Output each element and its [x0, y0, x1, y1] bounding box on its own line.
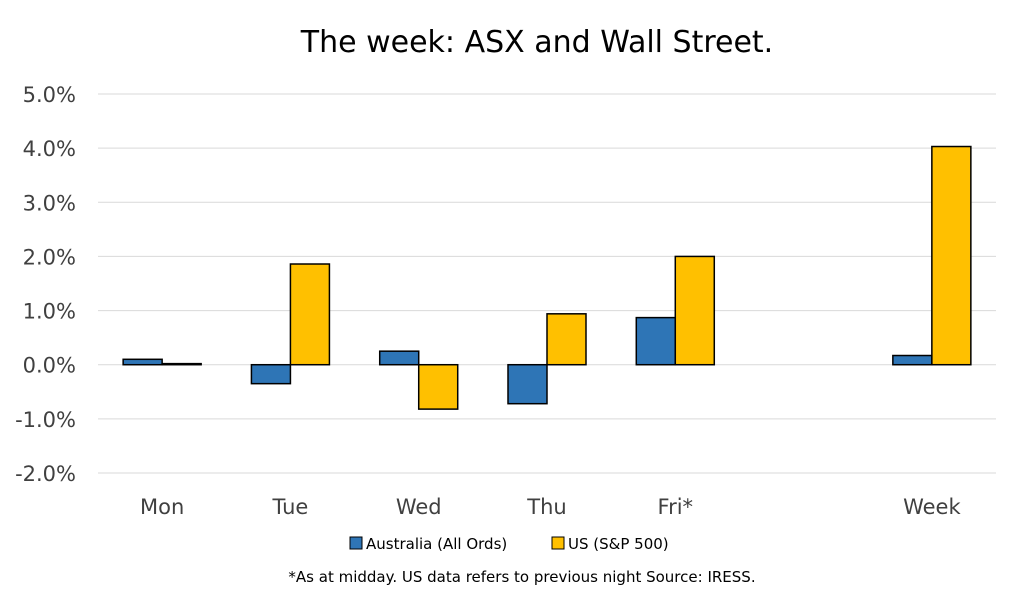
bar-australia-tue — [250, 363, 292, 385]
bar-us-mon — [161, 362, 202, 366]
y-tick-label: 5.0% — [23, 83, 76, 107]
x-category-label: Fri* — [658, 495, 694, 519]
y-tick-label: 1.0% — [23, 300, 76, 324]
bar-us-wed — [417, 363, 459, 410]
y-tick-label: 4.0% — [23, 137, 76, 161]
bar-us-week — [931, 145, 972, 366]
legend-label-australia: Australia (All Ords) — [366, 535, 507, 553]
bar-australia-thu — [507, 363, 548, 405]
gridlines — [98, 93, 996, 474]
x-category-label: Week — [903, 495, 961, 519]
y-tick-label: -2.0% — [15, 462, 76, 486]
y-tick-label: 3.0% — [23, 191, 76, 215]
x-category-label: Tue — [271, 495, 308, 519]
x-category-label: Mon — [140, 495, 184, 519]
y-tick-label: 2.0% — [23, 245, 76, 269]
y-tick-label: 0.0% — [23, 354, 76, 378]
y-axis-ticks: 5.0% 4.0% 3.0% 2.0% 1.0% 0.0% -1.0% -2.0% — [15, 83, 76, 486]
bar-australia-fri — [635, 316, 677, 366]
source-note: *As at midday. US data refers to previou… — [288, 568, 755, 586]
legend-swatch-australia — [349, 536, 363, 550]
bar-us-thu — [546, 313, 587, 366]
bar-us-tue — [289, 263, 331, 366]
legend-swatch-us — [551, 536, 565, 550]
y-tick-label: -1.0% — [15, 408, 76, 432]
x-category-label: Thu — [526, 495, 566, 519]
x-category-label: Wed — [396, 495, 442, 519]
chart-title: The week: ASX and Wall Street. — [300, 25, 773, 60]
legend-label-us: US (S&P 500) — [568, 535, 669, 553]
bar-australia-wed — [378, 350, 420, 366]
bar-us-fri — [674, 255, 716, 366]
bar-australia-mon — [122, 358, 163, 366]
bars — [122, 145, 972, 410]
bar-australia-week — [892, 354, 933, 366]
legend: Australia (All Ords) US (S&P 500) — [349, 535, 669, 553]
x-axis-categories: Mon Tue Wed Thu Fri* Week — [140, 495, 961, 519]
